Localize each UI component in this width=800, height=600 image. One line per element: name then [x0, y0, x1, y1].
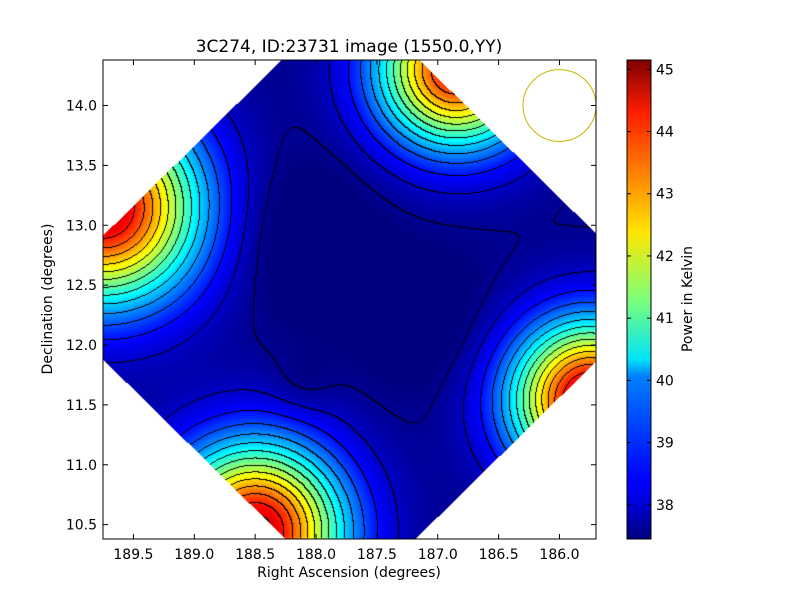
colorbar-gradient: [626, 59, 652, 540]
colorbar-label: Power in Kelvin: [680, 246, 696, 352]
chart-title: 3C274, ID:23731 image (1550.0,YY): [196, 37, 503, 57]
plot-frame: [102, 59, 597, 540]
x-axis-label: Right Ascension (degrees): [257, 565, 441, 581]
colorbar-ticks: 38 39 40 41 42 43 44 45: [627, 62, 674, 514]
heatmap-image: [103, 60, 596, 539]
colorbar-tick-label: 45: [656, 62, 674, 78]
y-axis: 10.5 11.0 11.5 12.0 12.5 13.0 13.5 14.0: [66, 99, 596, 534]
y-tick-label: 14.0: [66, 99, 97, 115]
x-tick-label: 189.0: [174, 547, 214, 563]
heatmap-image-container: [103, 60, 596, 539]
y-tick-label: 12.0: [66, 338, 97, 354]
y-tick-label: 13.0: [66, 218, 97, 234]
x-tick-label: 189.5: [113, 547, 153, 563]
colorbar-tick-label: 41: [656, 311, 674, 327]
y-tick-label: 11.5: [66, 398, 97, 414]
colorbar-tick-label: 44: [656, 125, 674, 141]
colorbar: 38 39 40 41 42 43 44 45 Power in Kelvin: [626, 59, 696, 540]
x-tick-label: 186.0: [539, 547, 579, 563]
x-tick-label: 188.5: [235, 547, 275, 563]
plot-area: 189.5 189.0 188.5 188.0 187.5 187.0 186.5 186.0…: [66, 59, 597, 563]
y-tick-label: 13.5: [66, 158, 97, 174]
y-axis-label: Declination (degrees): [40, 224, 56, 375]
x-tick-label: 186.5: [479, 547, 519, 563]
x-tick-label: 187.5: [357, 547, 397, 563]
y-tick-label: 11.0: [66, 458, 97, 474]
x-axis: 189.5 189.0 188.5 188.0 187.5 187.0 186.5 186.0: [113, 60, 580, 563]
colorbar-tick-label: 39: [656, 436, 674, 452]
colorbar-tick-label: 38: [656, 498, 674, 514]
y-tick-label: 10.5: [66, 518, 97, 534]
x-tick-label: 187.0: [418, 547, 458, 563]
y-tick-label: 12.5: [66, 278, 97, 294]
colorbar-tick-label: 43: [656, 187, 674, 203]
colorbar-tick-label: 40: [656, 373, 674, 389]
beam-circle: [522, 69, 596, 142]
x-tick-label: 188.0: [296, 547, 336, 563]
colorbar-tick-label: 42: [656, 249, 674, 265]
